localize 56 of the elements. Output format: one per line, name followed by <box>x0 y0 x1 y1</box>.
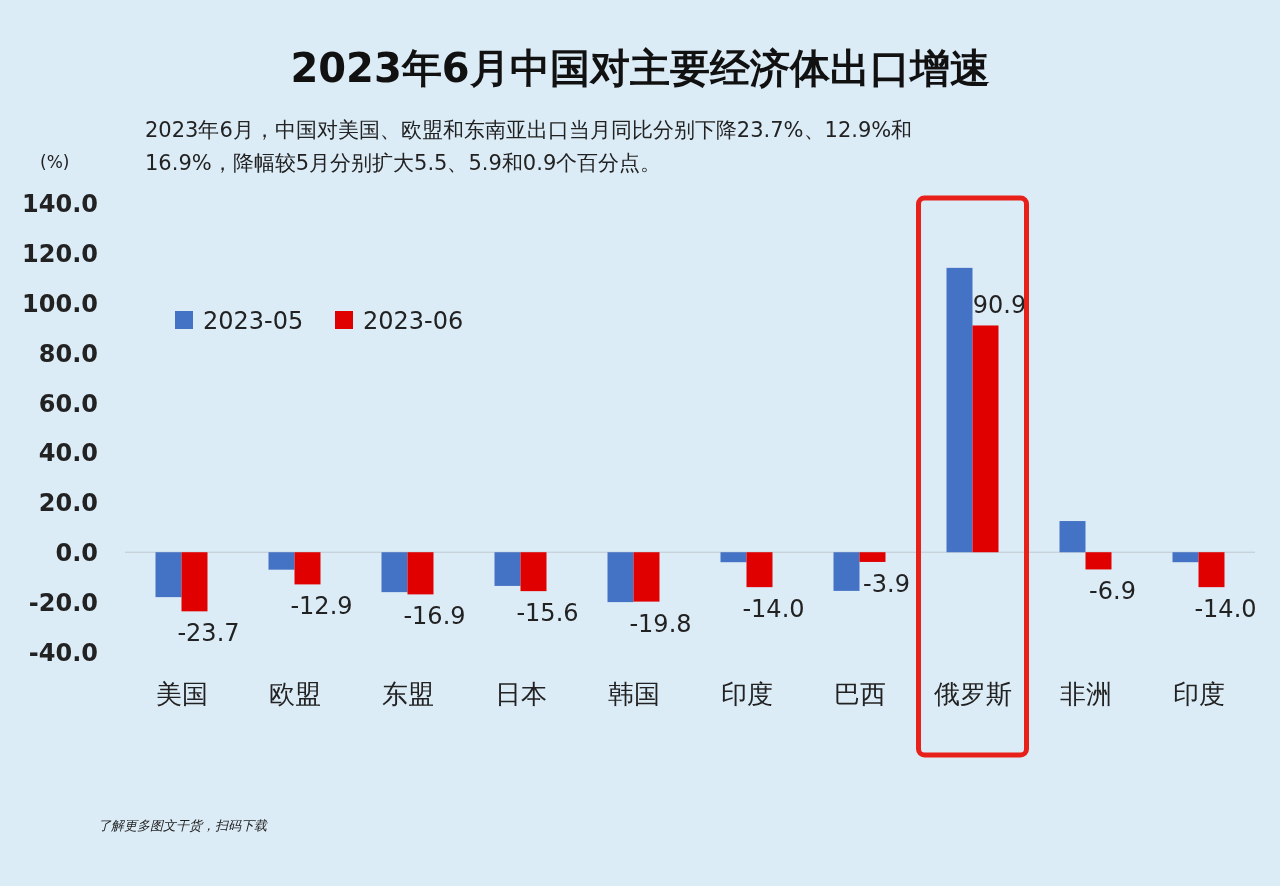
y-tick-label: 100.0 <box>22 289 98 318</box>
y-tick-label: 60.0 <box>38 389 98 418</box>
x-tick-label: 日本 <box>494 679 547 709</box>
y-tick-label: 140.0 <box>22 190 98 218</box>
x-tick-label: 俄罗斯 <box>933 679 1012 709</box>
data-label: -15.6 <box>516 599 579 628</box>
data-label: -14.0 <box>1194 595 1257 624</box>
y-tick-label: 20.0 <box>38 489 98 518</box>
x-tick-label: 巴西 <box>833 679 886 709</box>
x-tick-label: 非洲 <box>1059 679 1112 709</box>
bar <box>494 552 521 586</box>
data-label: -23.7 <box>177 619 240 648</box>
bar <box>181 552 208 612</box>
text: 了解更多图文干货，扫码下载 <box>98 818 268 833</box>
data-label: -12.9 <box>290 592 353 621</box>
y-tick-label: 120.0 <box>22 239 98 268</box>
y-tick-label: 80.0 <box>38 339 98 368</box>
bar <box>946 267 973 553</box>
bar <box>746 552 773 588</box>
legend-label: 2023-06 <box>363 307 464 335</box>
y-tick-label: 0.0 <box>55 539 98 568</box>
data-label: -6.9 <box>1089 577 1136 606</box>
bar <box>1059 521 1086 553</box>
bar <box>1198 552 1225 588</box>
bar <box>607 552 634 603</box>
bar <box>381 552 408 593</box>
chart-title: 2023年6月中国对主要经济体出口增速 <box>290 45 990 91</box>
bar <box>268 552 295 570</box>
y-axis-title: (%) <box>40 152 70 172</box>
bar <box>972 325 999 553</box>
data-label: -14.0 <box>742 595 805 624</box>
bar <box>859 552 886 562</box>
y-tick-label: -20.0 <box>28 589 98 618</box>
legend-label: 2023-05 <box>203 307 304 335</box>
x-tick-label: 印度 <box>1172 679 1225 709</box>
x-tick-label: 东盟 <box>381 679 434 709</box>
bar <box>1172 552 1199 563</box>
y-tick-label: 40.0 <box>38 439 98 468</box>
bar <box>633 552 660 602</box>
data-label: -19.8 <box>629 609 692 638</box>
bar <box>407 552 434 595</box>
x-tick-label: 印度 <box>720 679 773 709</box>
bar <box>720 552 747 563</box>
x-tick-label: 韩国 <box>607 679 660 709</box>
bar <box>1085 552 1112 570</box>
data-label: 90.9 <box>972 291 1027 320</box>
bar <box>155 552 182 598</box>
bar <box>294 552 321 585</box>
data-label: -3.9 <box>863 569 910 598</box>
bar <box>520 552 547 592</box>
x-tick-label: 欧盟 <box>268 679 321 709</box>
x-tick-label: 美国 <box>155 679 208 709</box>
data-label: -16.9 <box>403 602 466 631</box>
y-tick-label: -40.0 <box>28 639 98 667</box>
chart-subtitle: 2023年6月，中国对美国、欧盟和东南亚出口当月同比分别下降23.7%、12.9%和16.9%，降幅较5月分别扩大5.5、5.9和0.9个百分点。 <box>145 118 913 175</box>
bar <box>833 552 860 591</box>
